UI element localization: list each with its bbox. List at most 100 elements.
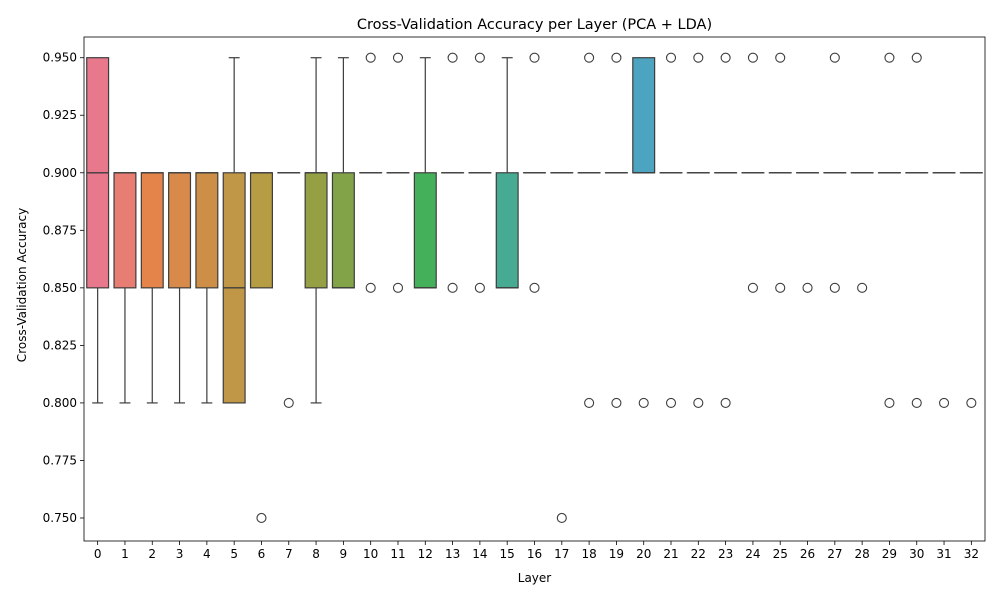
box-layer-24 bbox=[742, 53, 764, 292]
box-layer-11 bbox=[387, 53, 409, 292]
x-tick-label: 10 bbox=[363, 547, 378, 561]
x-tick-label: 20 bbox=[636, 547, 651, 561]
box-layer-30 bbox=[906, 53, 928, 407]
box-iqr bbox=[169, 173, 191, 288]
outlier-point bbox=[694, 53, 703, 62]
x-tick-label: 19 bbox=[609, 547, 624, 561]
outlier-point bbox=[721, 398, 730, 407]
box-layer-20 bbox=[633, 58, 655, 408]
box-layer-2 bbox=[141, 173, 163, 403]
box-layer-18 bbox=[578, 53, 600, 407]
box-layer-29 bbox=[879, 53, 901, 407]
outlier-point bbox=[967, 398, 976, 407]
y-tick-label: 0.925 bbox=[43, 108, 77, 122]
outlier-point bbox=[612, 398, 621, 407]
outlier-point bbox=[366, 283, 375, 292]
x-tick-label: 4 bbox=[203, 547, 211, 561]
box-layer-5 bbox=[223, 58, 245, 403]
box-layer-32 bbox=[960, 173, 982, 408]
y-tick-label: 0.775 bbox=[43, 453, 77, 467]
box-layer-12 bbox=[414, 58, 436, 288]
x-tick-label: 17 bbox=[554, 547, 569, 561]
box-layer-0 bbox=[87, 58, 109, 403]
outlier-point bbox=[721, 53, 730, 62]
box-layer-7 bbox=[278, 173, 300, 408]
outlier-point bbox=[667, 398, 676, 407]
outlier-point bbox=[776, 283, 785, 292]
x-tick-label: 14 bbox=[472, 547, 487, 561]
outlier-point bbox=[585, 398, 594, 407]
box-layer-22 bbox=[687, 53, 709, 407]
x-tick-label: 18 bbox=[581, 547, 596, 561]
box-iqr bbox=[196, 173, 218, 288]
box-layer-19 bbox=[605, 53, 627, 407]
x-tick-label: 23 bbox=[718, 547, 733, 561]
x-tick-label: 11 bbox=[390, 547, 405, 561]
outlier-point bbox=[612, 53, 621, 62]
x-tick-label: 8 bbox=[312, 547, 320, 561]
outlier-point bbox=[940, 398, 949, 407]
plot-area-frame bbox=[84, 37, 985, 541]
outlier-point bbox=[748, 283, 757, 292]
box-layer-4 bbox=[196, 173, 218, 403]
x-axis-label: Layer bbox=[518, 571, 552, 585]
box-layer-26 bbox=[797, 173, 819, 293]
x-tick-label: 9 bbox=[340, 547, 348, 561]
box-layer-31 bbox=[933, 173, 955, 408]
box-layer-16 bbox=[524, 53, 546, 292]
box-layer-8 bbox=[305, 58, 327, 403]
outlier-point bbox=[776, 53, 785, 62]
x-tick-label: 32 bbox=[964, 547, 979, 561]
box-iqr bbox=[496, 173, 518, 288]
y-tick-label: 0.800 bbox=[43, 396, 77, 410]
box-iqr bbox=[251, 173, 273, 288]
box-iqr bbox=[114, 173, 136, 288]
x-tick-label: 27 bbox=[827, 547, 842, 561]
outlier-point bbox=[366, 53, 375, 62]
outlier-point bbox=[748, 53, 757, 62]
box-iqr bbox=[633, 58, 655, 173]
outlier-point bbox=[694, 398, 703, 407]
outlier-point bbox=[448, 53, 457, 62]
outlier-point bbox=[885, 53, 894, 62]
y-tick-label: 0.950 bbox=[43, 51, 77, 65]
outlier-point bbox=[830, 53, 839, 62]
outlier-point bbox=[530, 283, 539, 292]
box-iqr bbox=[332, 173, 354, 288]
outlier-point bbox=[830, 283, 839, 292]
outlier-point bbox=[393, 53, 402, 62]
y-tick-label: 0.900 bbox=[43, 166, 77, 180]
outlier-point bbox=[912, 398, 921, 407]
box-layer-1 bbox=[114, 173, 136, 403]
x-tick-label: 24 bbox=[745, 547, 760, 561]
x-tick-label: 28 bbox=[854, 547, 869, 561]
outlier-point bbox=[475, 53, 484, 62]
y-tick-label: 0.850 bbox=[43, 281, 77, 295]
outlier-point bbox=[530, 53, 539, 62]
box-layer-13 bbox=[442, 53, 464, 292]
box-layer-25 bbox=[769, 53, 791, 292]
y-axis: 0.7500.7750.8000.8250.8500.8750.9000.925… bbox=[43, 51, 84, 525]
y-tick-label: 0.750 bbox=[43, 511, 77, 525]
box-layer-6 bbox=[251, 173, 273, 523]
box-layer-10 bbox=[360, 53, 382, 292]
box-layer-17 bbox=[551, 173, 573, 523]
box-iqr bbox=[414, 173, 436, 288]
box-layer-27 bbox=[824, 53, 846, 292]
box-iqr bbox=[141, 173, 163, 288]
x-tick-label: 2 bbox=[148, 547, 156, 561]
box-layer-23 bbox=[715, 53, 737, 407]
x-tick-label: 3 bbox=[176, 547, 184, 561]
outlier-point bbox=[257, 513, 266, 522]
x-tick-label: 30 bbox=[909, 547, 924, 561]
x-tick-label: 0 bbox=[94, 547, 102, 561]
outlier-point bbox=[858, 283, 867, 292]
x-tick-label: 16 bbox=[527, 547, 542, 561]
x-tick-label: 6 bbox=[258, 547, 266, 561]
outlier-point bbox=[885, 398, 894, 407]
outlier-point bbox=[557, 513, 566, 522]
outlier-point bbox=[393, 283, 402, 292]
